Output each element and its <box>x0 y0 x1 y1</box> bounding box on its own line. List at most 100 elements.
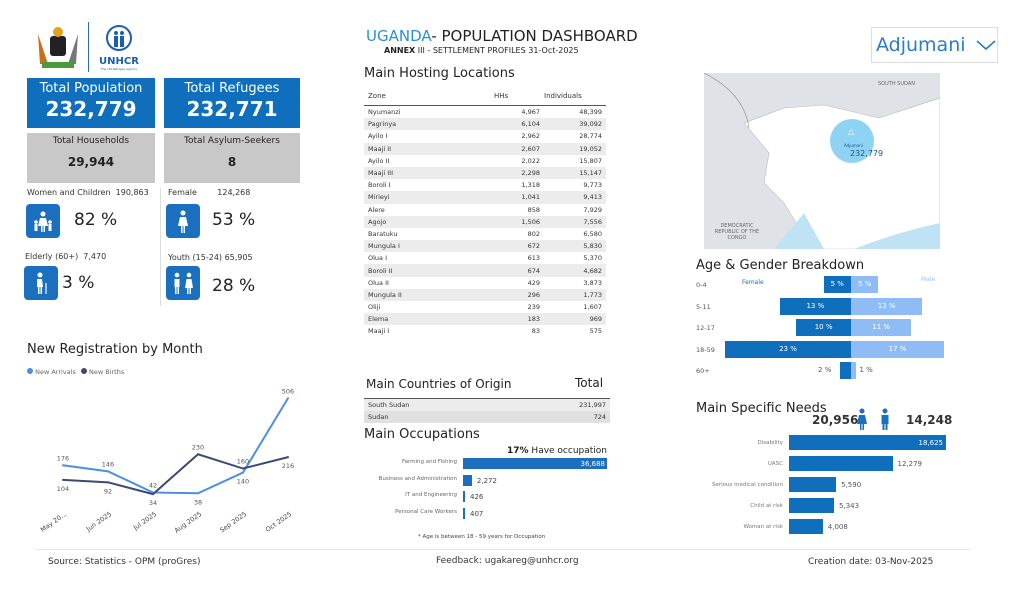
kpi-label: Total Households <box>52 136 130 146</box>
occupation-value: 426 <box>470 493 484 501</box>
table-row[interactable]: Ayilo I 2,962 28,774 <box>364 130 606 142</box>
need-bar[interactable] <box>789 519 823 534</box>
dropdown-value: Adjumani <box>876 34 966 56</box>
need-label: Serious medical condition <box>712 482 783 488</box>
cell-zone: Alere <box>368 205 385 214</box>
elderly-pct: 3 % <box>62 273 95 293</box>
table-row[interactable]: Oliji 239 1,607 <box>364 301 606 313</box>
data-label: 160 <box>237 458 249 466</box>
col-zone[interactable]: Zone <box>368 91 386 100</box>
cell-zone: Agojo <box>364 215 494 228</box>
cell-zone: Nyumanzi <box>368 108 401 117</box>
male-bar[interactable] <box>851 297 923 315</box>
needs-male-total: 14,248 <box>906 413 953 427</box>
registration-line-chart: 176 146 42 38 140 506 104 92 34 230 160 216 May 20..… <box>39 387 294 534</box>
occupation-value: 2,272 <box>476 476 497 485</box>
need-bar[interactable] <box>789 498 835 513</box>
female-figure-icon <box>857 408 867 430</box>
data-point[interactable] <box>107 470 109 473</box>
female-pct-label: 5 % <box>830 280 844 288</box>
female-bar[interactable] <box>796 319 851 336</box>
cell-hhs: 6,104 <box>494 118 544 131</box>
footer-feedback[interactable]: Feedback: ugakareg@unhcr.org <box>436 556 579 566</box>
data-point[interactable] <box>62 478 64 481</box>
cell-total: 231,997 <box>508 399 610 412</box>
female-bar[interactable] <box>724 340 851 358</box>
women-children-icon <box>26 204 60 238</box>
table-row[interactable]: Ayilo II 2,022 15,807 <box>364 155 606 167</box>
age-group-label: 5-11 <box>696 302 711 311</box>
table-row[interactable]: Maaji II 2,607 19,052 <box>364 142 606 155</box>
occupations-bar-chart: Farming and Fishing 36,688 Business and Ad… <box>364 458 614 528</box>
data-point[interactable] <box>242 467 244 470</box>
female-bar[interactable] <box>779 297 851 315</box>
table-row[interactable]: Mungula II 296 1,773 <box>364 288 606 301</box>
women-children-label: Women and Children 190,863 <box>27 188 149 197</box>
table-row[interactable]: Pagrinya 6,104 39,092 <box>364 118 606 131</box>
settlement-map[interactable]: △ Adjumani 232,779 SOUTH SUDAN DEMOCRATI… <box>704 73 940 249</box>
legend-female: Female <box>742 279 764 286</box>
origin-row[interactable]: South Sudan 231,997 <box>364 399 610 412</box>
cell-zone: Elema <box>364 313 494 326</box>
origin-row[interactable]: Sudan 724 <box>364 411 610 424</box>
male-bar[interactable] <box>851 362 857 379</box>
table-row[interactable]: Olua II 429 3,873 <box>364 277 606 289</box>
table-row[interactable]: Mungula I 672 5,830 <box>364 240 606 253</box>
col-individuals[interactable]: Individuals <box>544 91 582 100</box>
data-label: 92 <box>104 487 112 495</box>
settlement-dropdown[interactable]: Adjumani <box>871 27 998 63</box>
data-point[interactable] <box>152 493 154 496</box>
table-row[interactable]: Nyumanzi 4,967 48,399 <box>364 106 606 118</box>
kpi-total-refugees: Total Refugees 232,771 <box>164 78 300 128</box>
male-bar[interactable] <box>851 340 945 358</box>
female-bar[interactable] <box>823 276 851 293</box>
uganda-coat-of-arms-logo <box>36 24 80 70</box>
occupation-bar[interactable] <box>463 507 465 519</box>
settlement-marker-bubble[interactable] <box>830 119 874 163</box>
origin-total-header[interactable]: Total <box>575 376 604 390</box>
data-point[interactable] <box>197 492 199 495</box>
data-point[interactable] <box>197 453 199 456</box>
cell-hhs: 613 <box>527 254 540 263</box>
female-bar[interactable] <box>840 362 851 379</box>
data-point[interactable] <box>62 464 64 467</box>
cell-individuals: 6,580 <box>583 229 602 238</box>
occupation-bar[interactable] <box>463 458 607 469</box>
table-row[interactable]: Baratuku 802 6,580 <box>364 228 606 240</box>
cell-hhs: 674 <box>494 264 544 277</box>
table-row[interactable]: Boroli II 674 4,682 <box>364 264 606 277</box>
table-row[interactable]: Olua I 613 5,370 <box>364 252 606 264</box>
data-point[interactable] <box>242 471 244 474</box>
kpi-total-population: Total Population 232,779 <box>27 78 155 128</box>
male-bar[interactable] <box>851 276 879 293</box>
data-point[interactable] <box>287 397 289 400</box>
col-hhs[interactable]: HHs <box>494 91 509 100</box>
cell-hhs: 1,506 <box>494 215 544 228</box>
table-row[interactable]: Elema 183 969 <box>364 313 606 326</box>
cell-individuals: 7,556 <box>544 215 606 228</box>
need-bar[interactable] <box>789 435 946 450</box>
cell-zone: Boroli II <box>364 264 494 277</box>
kpi-total-asylum-seekers: Total Asylum-Seekers 8 <box>164 133 300 183</box>
occupation-bar[interactable] <box>463 491 465 502</box>
cell-hhs: 802 <box>527 229 540 238</box>
occupation-bar[interactable] <box>463 474 472 486</box>
data-point[interactable] <box>287 456 289 459</box>
cell-zone: Ayilo I <box>368 132 388 141</box>
elderly-label: Elderly (60+) 7,470 <box>25 252 107 261</box>
data-point[interactable] <box>107 481 109 484</box>
kpi-value: 8 <box>227 155 237 169</box>
table-row[interactable]: Maaji III 2,298 15,147 <box>364 166 606 180</box>
cell-hhs: 1,318 <box>521 181 540 190</box>
table-row[interactable]: Maaji I 83 575 <box>364 325 606 337</box>
male-bar[interactable] <box>851 319 912 336</box>
need-bar[interactable] <box>789 477 837 492</box>
table-row[interactable]: Alere 858 7,929 <box>364 204 606 216</box>
need-bar[interactable] <box>789 456 893 471</box>
cell-zone: Maaji II <box>364 142 494 155</box>
table-row[interactable]: Boroli I 1,318 9,773 <box>364 179 606 191</box>
cell-hhs: 183 <box>494 313 544 326</box>
table-row[interactable]: Agojo 1,506 7,556 <box>364 215 606 228</box>
table-row[interactable]: Mirieyi 1,041 9,413 <box>364 191 606 204</box>
need-value: 4,008 <box>827 523 848 531</box>
